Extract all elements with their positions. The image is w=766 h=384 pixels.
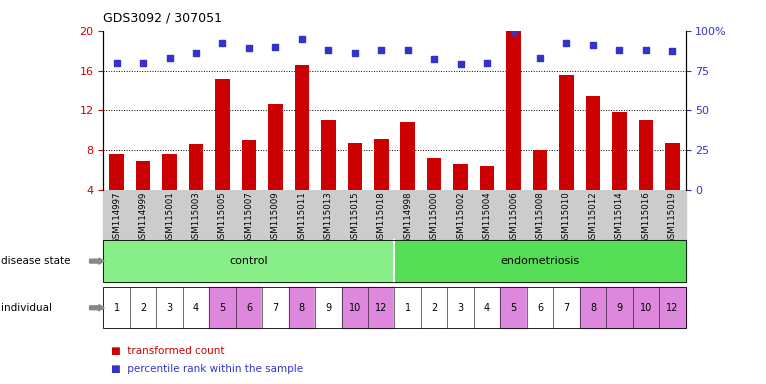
- Text: 4: 4: [484, 303, 490, 313]
- Bar: [215, 78, 230, 190]
- Point: [190, 50, 202, 56]
- Text: 8: 8: [299, 303, 305, 313]
- Bar: [665, 143, 679, 190]
- Bar: [639, 120, 653, 190]
- Text: endometriosis: endometriosis: [500, 256, 580, 266]
- Point: [349, 50, 361, 56]
- Point: [163, 55, 175, 61]
- Text: 10: 10: [349, 303, 361, 313]
- Bar: [427, 158, 441, 190]
- Text: 3: 3: [457, 303, 463, 313]
- Text: 9: 9: [617, 303, 623, 313]
- Text: 7: 7: [563, 303, 570, 313]
- Bar: [506, 31, 521, 190]
- Point: [110, 60, 123, 66]
- Bar: [321, 120, 336, 190]
- Text: ■  percentile rank within the sample: ■ percentile rank within the sample: [111, 364, 303, 374]
- Bar: [348, 143, 362, 190]
- Bar: [401, 122, 415, 190]
- Text: 8: 8: [590, 303, 596, 313]
- Text: individual: individual: [1, 303, 52, 313]
- Text: ■  transformed count: ■ transformed count: [111, 346, 224, 356]
- Text: 5: 5: [510, 303, 517, 313]
- Point: [587, 42, 599, 48]
- Point: [401, 47, 414, 53]
- Text: 6: 6: [537, 303, 543, 313]
- Bar: [480, 166, 494, 190]
- Bar: [559, 74, 574, 190]
- Point: [216, 40, 228, 46]
- Point: [428, 56, 440, 63]
- Text: 1: 1: [404, 303, 411, 313]
- Text: 2: 2: [140, 303, 146, 313]
- Point: [322, 47, 335, 53]
- Point: [270, 43, 282, 50]
- Bar: [110, 154, 124, 190]
- Text: 5: 5: [219, 303, 226, 313]
- Point: [614, 47, 626, 53]
- Point: [561, 40, 573, 46]
- Point: [481, 60, 493, 66]
- Point: [375, 47, 388, 53]
- Bar: [586, 96, 601, 190]
- Bar: [453, 164, 468, 190]
- Bar: [374, 139, 388, 190]
- Point: [534, 55, 546, 61]
- Point: [454, 61, 466, 67]
- Text: 4: 4: [193, 303, 199, 313]
- Point: [666, 48, 679, 55]
- Bar: [268, 104, 283, 190]
- Text: 3: 3: [166, 303, 172, 313]
- Point: [243, 45, 255, 51]
- Text: 6: 6: [246, 303, 252, 313]
- Point: [137, 60, 149, 66]
- Text: 12: 12: [666, 303, 679, 313]
- Bar: [295, 65, 309, 190]
- Text: GDS3092 / 307051: GDS3092 / 307051: [103, 12, 222, 25]
- Bar: [188, 144, 203, 190]
- Text: 9: 9: [326, 303, 332, 313]
- Bar: [136, 161, 150, 190]
- Text: disease state: disease state: [1, 256, 70, 266]
- Text: 12: 12: [375, 303, 388, 313]
- Bar: [612, 113, 627, 190]
- Text: 10: 10: [640, 303, 652, 313]
- Point: [640, 47, 652, 53]
- Bar: [242, 140, 256, 190]
- Point: [507, 29, 519, 35]
- Text: 7: 7: [272, 303, 279, 313]
- Text: control: control: [230, 256, 268, 266]
- Bar: [533, 150, 547, 190]
- Text: 1: 1: [113, 303, 119, 313]
- Bar: [162, 154, 177, 190]
- Point: [296, 36, 308, 42]
- Text: 2: 2: [431, 303, 437, 313]
